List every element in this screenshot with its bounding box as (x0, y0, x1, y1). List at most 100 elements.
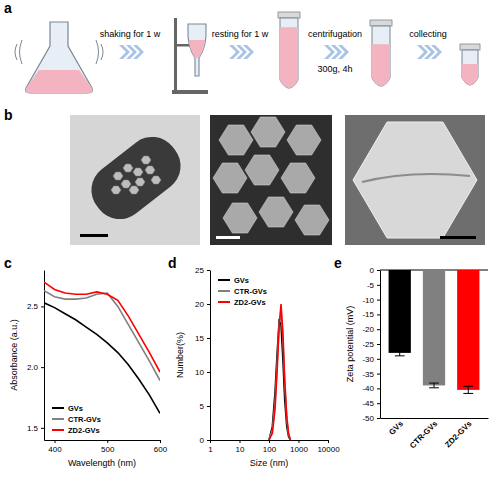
tick-mark (377, 359, 380, 360)
tick-label: -50 (362, 414, 374, 423)
tick: 400 (48, 440, 62, 454)
legend: GVsCTR-GVsZD2-GVs (52, 404, 101, 435)
tick: -10 (362, 296, 380, 305)
tick: 0 (200, 436, 210, 445)
funnel-liquid (189, 40, 205, 58)
legend-label: ZD2-GVs (234, 298, 266, 307)
tick: -20 (362, 325, 380, 334)
tick-label: 10000 (317, 445, 340, 454)
tick-label: -25 (362, 340, 374, 349)
axis-line (45, 440, 161, 441)
vesicle (281, 163, 315, 193)
tick: 20 (195, 300, 210, 309)
tick: 1 (208, 440, 213, 454)
tick-label: 25 (195, 266, 204, 275)
tick-mark (377, 285, 380, 286)
stand-rod (174, 18, 177, 90)
tick-mark (377, 418, 380, 419)
tick-label: -40 (362, 384, 374, 393)
tick-mark (377, 314, 380, 315)
axis-line (380, 271, 381, 419)
vesicle (213, 163, 247, 193)
legend-label: GVs (234, 276, 249, 285)
legend-label: CTR-GVs (234, 287, 267, 296)
stand-base (172, 90, 208, 94)
vesicle (295, 205, 329, 235)
axis-line (381, 418, 489, 419)
y-axis-title: Absorbance (a.u.) (9, 319, 19, 391)
tick-label: -30 (362, 355, 374, 364)
x-axis: 110100100010000 (208, 440, 340, 454)
tem-image (210, 115, 332, 245)
vesicle (251, 117, 285, 147)
panel-label: e (334, 255, 342, 271)
legend-swatch (52, 407, 64, 409)
tick-label: 400 (48, 445, 62, 454)
tick-mark (207, 406, 210, 407)
legend-swatch (218, 279, 230, 281)
tube-small-cap (460, 44, 480, 50)
tick: ZD2-GVs (443, 418, 474, 449)
tube-medium (372, 26, 390, 86)
tick: 10 (236, 440, 245, 454)
tick-mark (207, 270, 210, 271)
tick-mark (107, 440, 108, 443)
step-label: centrifugation (308, 29, 362, 39)
chart: 4005006001.52.02.5GVsCTR-GVsZD2-GVsWavel… (9, 271, 168, 469)
tick-label: 5 (200, 402, 205, 411)
legend-label: GVs (68, 404, 83, 413)
tick-mark (41, 367, 44, 368)
error-bar (429, 383, 439, 388)
plot-area (389, 270, 480, 393)
tick: 100 (263, 440, 277, 454)
arrow-chevron (431, 45, 442, 59)
tube-large-liquid (280, 27, 298, 88)
vesicle (121, 180, 131, 188)
chart: 0-5-10-15-20-25-30-35-40-45-50GVsCTR-GVs… (345, 266, 489, 450)
tick: -50 (362, 414, 380, 423)
y-axis: 1.52.02.5 (27, 271, 45, 441)
tick-label: -45 (362, 399, 374, 408)
tick: 0 (370, 266, 380, 275)
data-line (269, 304, 290, 440)
tick-mark (41, 306, 44, 307)
vesicle (287, 125, 321, 155)
x-axis: 400500600 (45, 440, 168, 454)
plot-area (44, 282, 160, 413)
tick-label: CTR-GVs (408, 419, 440, 451)
tick-label: 10 (195, 368, 204, 377)
tick-mark (41, 428, 44, 429)
tube-medium-cap (370, 20, 392, 26)
data-line (44, 303, 160, 414)
tick-label: ZD2-GVs (443, 419, 474, 450)
tick-label: -20 (362, 325, 374, 334)
vesicle (113, 172, 123, 180)
tick-mark (160, 440, 161, 443)
tick: 10000 (317, 440, 340, 454)
tick-label: 0 (200, 436, 205, 445)
vesicle (145, 166, 155, 174)
tick-mark (240, 440, 241, 443)
tem-image (70, 115, 200, 245)
vesicle (353, 122, 477, 238)
tick: 2.0 (27, 363, 44, 372)
tick-label: GVs (387, 419, 405, 437)
bar (389, 270, 411, 353)
axis-line (210, 271, 211, 441)
arrow-chevron (133, 45, 144, 59)
step-label: resting for 1 w (212, 29, 269, 39)
bar (457, 270, 479, 390)
y-axis-title: Zeta potential (mV) (345, 306, 355, 383)
axis-line (44, 271, 45, 441)
vesicle (223, 203, 257, 233)
tick-mark (377, 403, 380, 404)
tick: 25 (195, 266, 210, 275)
tick-label: 500 (101, 445, 115, 454)
shake-marks (15, 40, 103, 64)
chart: 1101001000100000510152025GVsCTR-GVsZD2-G… (175, 266, 340, 468)
figure: abcdeshaking for 1 wresting for 1 wcentr… (0, 0, 500, 490)
x-axis-title: Size (nm) (250, 458, 289, 468)
arrow-chevron (338, 45, 349, 59)
tick-label: 0 (370, 266, 375, 275)
vesicle (135, 178, 145, 186)
